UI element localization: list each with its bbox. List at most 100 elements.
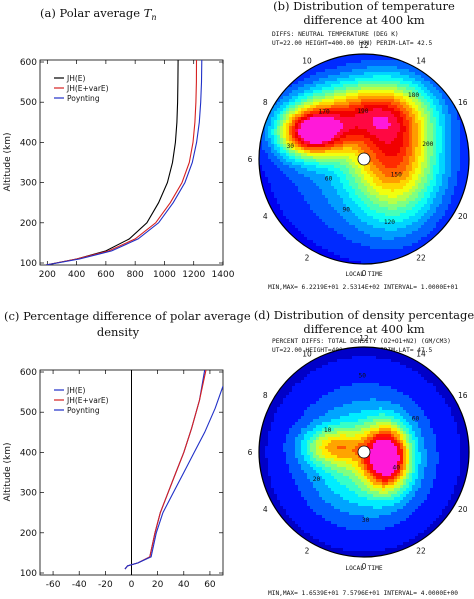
heatmap-cell — [358, 398, 362, 402]
heatmap-cell — [361, 356, 365, 360]
heatmap-cell — [337, 171, 341, 175]
heatmap-cell — [295, 198, 299, 202]
heatmap-cell — [364, 75, 368, 79]
heatmap-cell — [367, 174, 371, 178]
heatmap-cell — [391, 249, 395, 253]
heatmap-cell — [334, 63, 338, 67]
heatmap-cell — [439, 225, 443, 229]
heatmap-cell — [406, 123, 410, 127]
heatmap-cell — [391, 117, 395, 121]
heatmap-cell — [325, 153, 329, 157]
heatmap-cell — [379, 87, 383, 91]
heatmap-cell — [271, 156, 275, 160]
heatmap-cell — [346, 395, 350, 399]
heatmap-cell — [355, 359, 359, 363]
heatmap-cell — [373, 54, 377, 58]
heatmap-cell — [346, 252, 350, 256]
heatmap-cell — [445, 138, 449, 142]
heatmap-cell — [403, 78, 407, 82]
heatmap-cell — [442, 216, 446, 220]
heatmap-cell — [268, 180, 272, 184]
heatmap-cell — [412, 398, 416, 402]
heatmap-cell — [337, 186, 341, 190]
heatmap-cell — [370, 63, 374, 67]
heatmap-cell — [457, 126, 461, 130]
heatmap-cell — [313, 120, 317, 124]
heatmap-cell — [394, 93, 398, 97]
heatmap-cell — [394, 87, 398, 91]
heatmap-cell — [313, 395, 317, 399]
heatmap-cell — [418, 192, 422, 196]
heatmap-cell — [289, 111, 293, 115]
heatmap-cell — [352, 261, 356, 264]
heatmap-cell — [289, 231, 293, 235]
heatmap-cell — [370, 380, 374, 384]
heatmap-cell — [349, 222, 353, 226]
heatmap-cell — [307, 108, 311, 112]
heatmap-cell — [349, 138, 353, 142]
heatmap-cell — [451, 117, 455, 121]
heatmap-cell — [400, 183, 404, 187]
heatmap-cell — [268, 153, 272, 157]
heatmap-cell — [457, 156, 461, 160]
heatmap-cell — [412, 171, 416, 175]
heatmap-cell — [346, 141, 350, 145]
heatmap-cell — [337, 126, 341, 130]
heatmap-cell — [319, 171, 323, 175]
heatmap-cell — [334, 356, 338, 360]
heatmap-cell — [400, 198, 404, 202]
heatmap-cell — [301, 368, 305, 372]
heatmap-cell — [352, 222, 356, 226]
legend-entry: JH(E) — [66, 74, 86, 83]
heatmap-cell — [367, 120, 371, 124]
heatmap-cell — [403, 225, 407, 229]
heatmap-cell — [436, 171, 440, 175]
heatmap-cell — [421, 186, 425, 190]
heatmap-cell — [373, 380, 377, 384]
heatmap-cell — [352, 380, 356, 384]
heatmap-cell — [391, 234, 395, 238]
heatmap-cell — [373, 81, 377, 85]
heatmap-cell — [367, 177, 371, 181]
heatmap-cell — [430, 195, 434, 199]
heatmap-cell — [271, 147, 275, 151]
heatmap-cell — [358, 114, 362, 118]
heatmap-cell — [331, 66, 335, 70]
heatmap-cell — [367, 60, 371, 64]
heatmap-cell — [349, 102, 353, 106]
heatmap-cell — [466, 186, 469, 190]
heatmap-cell — [361, 213, 365, 217]
heatmap-cell — [382, 144, 386, 148]
heatmap-cell — [433, 117, 437, 121]
heatmap-cell — [439, 117, 443, 121]
heatmap-cell — [364, 213, 368, 217]
heatmap-cell — [355, 189, 359, 193]
heatmap-cell — [352, 120, 356, 124]
heatmap-cell — [307, 362, 311, 366]
heatmap-cell — [340, 356, 344, 360]
heatmap-cell — [394, 84, 398, 88]
heatmap-cell — [409, 234, 413, 238]
heatmap-cell — [433, 222, 437, 226]
heatmap-cell — [442, 99, 446, 103]
heatmap-cell — [313, 195, 317, 199]
heatmap-cell — [331, 78, 335, 82]
heatmap-cell — [418, 210, 422, 214]
heatmap-cell — [454, 183, 458, 187]
heatmap-cell — [439, 380, 443, 384]
heatmap-cell — [418, 225, 422, 229]
heatmap-cell — [355, 153, 359, 157]
heatmap-cell — [394, 398, 398, 402]
heatmap-cell — [430, 389, 434, 393]
heatmap-cell — [331, 240, 335, 244]
heatmap-cell — [310, 395, 314, 399]
heatmap-cell — [334, 126, 338, 130]
heatmap-cell — [379, 350, 383, 354]
heatmap-cell — [433, 395, 437, 399]
heatmap-cell — [337, 78, 341, 82]
heatmap-cell — [379, 228, 383, 232]
heatmap-cell — [430, 210, 434, 214]
heatmap-cell — [439, 177, 443, 181]
heatmap-cell — [349, 380, 353, 384]
heatmap-cell — [388, 78, 392, 82]
